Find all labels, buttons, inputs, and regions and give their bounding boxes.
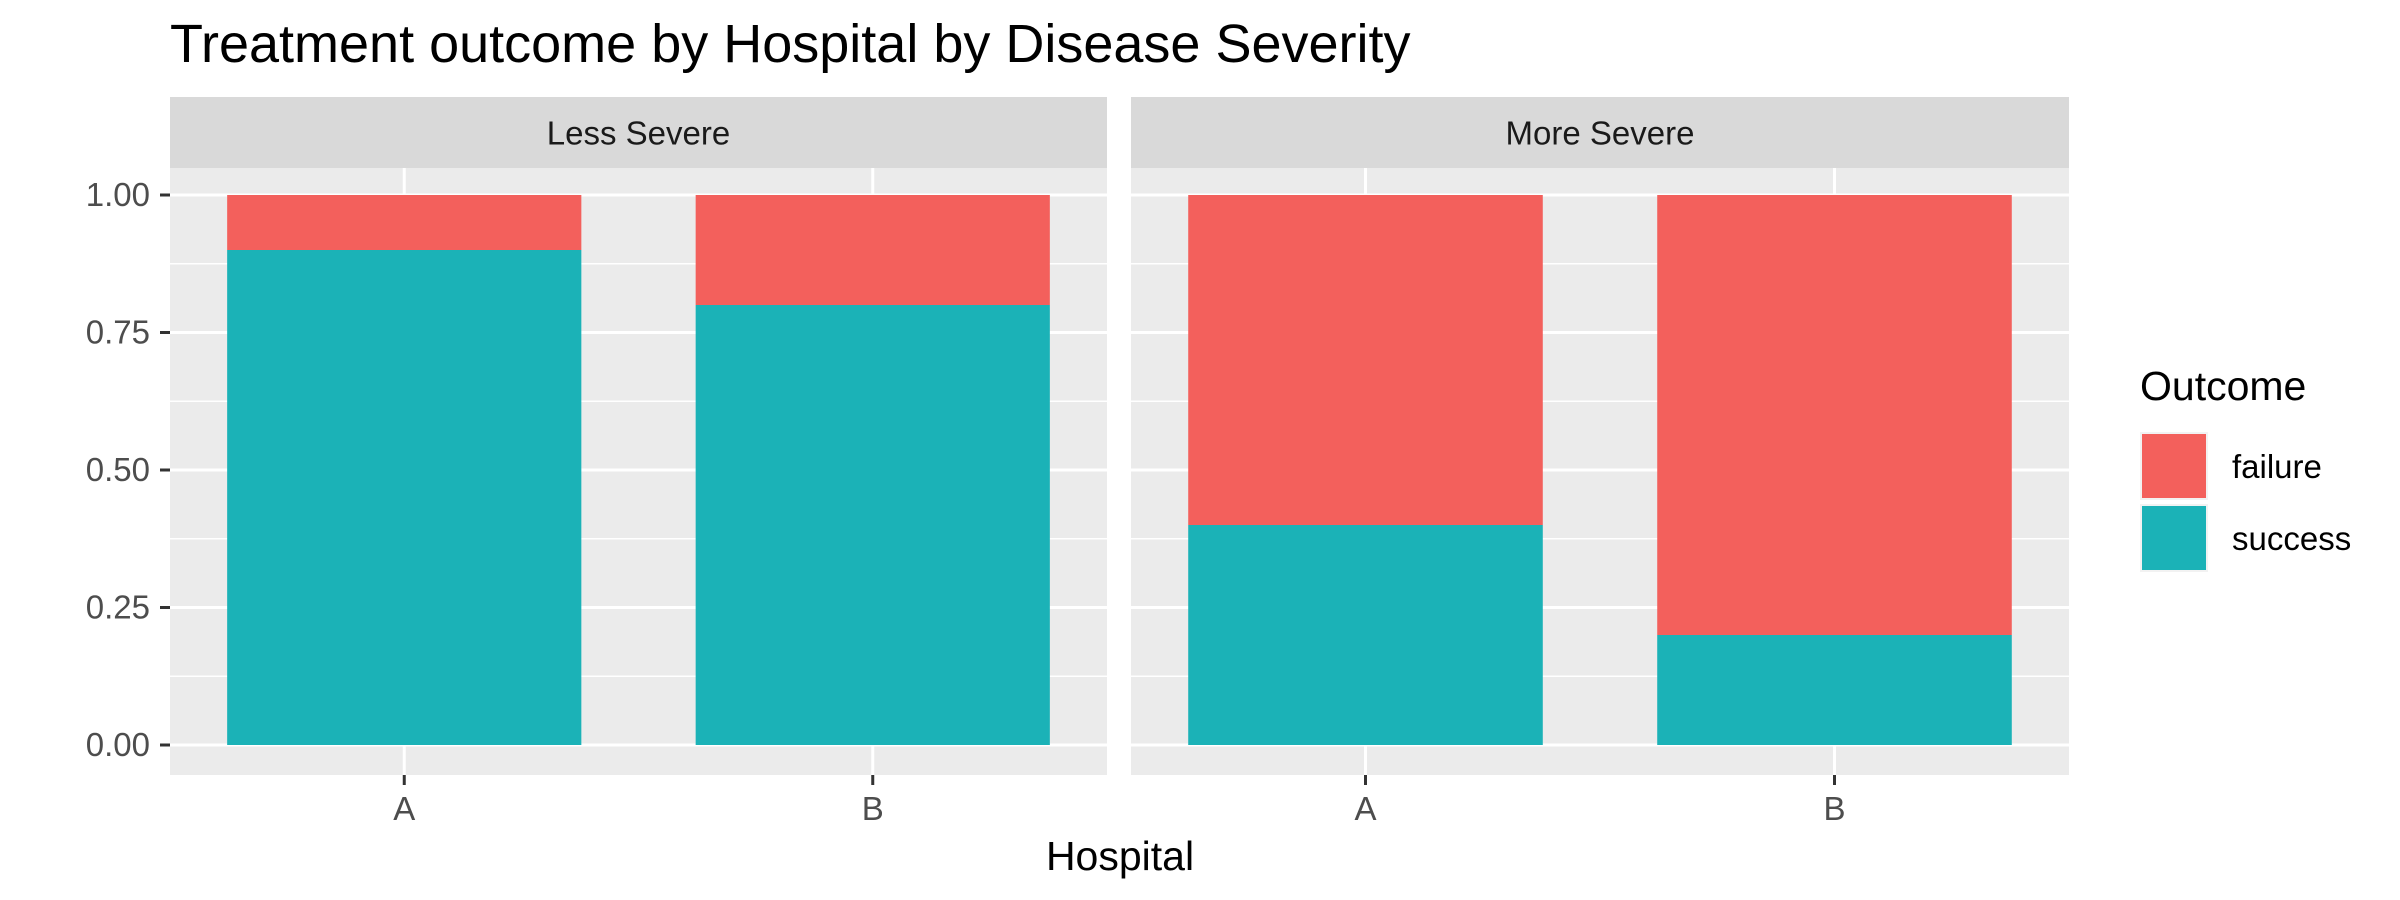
y-axis: 0.00 0.25 0.50 0.75 1.00 — [86, 176, 170, 763]
x-axis-title: Hospital — [1046, 833, 1194, 879]
facet-panel: Less Severe A B — [170, 97, 1107, 827]
legend-title: Outcome — [2140, 363, 2306, 409]
x-tick-label: B — [1823, 790, 1845, 827]
bar-segment-failure — [695, 195, 1050, 305]
legend-swatch-success — [2142, 506, 2206, 570]
facet-panels: Less Severe A B More Severe A B — [170, 97, 2069, 827]
y-tick-label: 0.75 — [86, 314, 150, 351]
y-tick-label: 1.00 — [86, 176, 150, 213]
bar-segment-failure — [1188, 195, 1543, 525]
facet-strip — [1131, 97, 2069, 168]
x-tick-label: A — [393, 790, 415, 827]
bar-segment-failure — [227, 195, 582, 250]
legend-label-failure: failure — [2232, 448, 2322, 485]
bar-segment-success — [1188, 525, 1543, 745]
y-tick-label: 0.50 — [86, 451, 150, 488]
y-tick-label: 0.00 — [86, 726, 150, 763]
bar-segment-success — [695, 305, 1050, 745]
bar-segment-success — [1657, 635, 2012, 745]
facet-strip-label: More Severe — [1506, 115, 1695, 152]
bar-segment-success — [227, 250, 582, 745]
facet-panel: More Severe A B — [1131, 97, 2069, 827]
legend-swatch-failure — [2142, 434, 2206, 498]
facet-strip — [170, 97, 1107, 168]
x-tick-label: B — [862, 790, 884, 827]
facet-strip-label: Less Severe — [547, 115, 730, 152]
y-tick-label: 0.25 — [86, 589, 150, 626]
x-tick-label: A — [1354, 790, 1376, 827]
chart-title: Treatment outcome by Hospital by Disease… — [170, 14, 1411, 74]
bar-segment-failure — [1657, 195, 2012, 635]
legend: Outcome failure success — [2140, 363, 2351, 572]
legend-label-success: success — [2232, 520, 2351, 557]
